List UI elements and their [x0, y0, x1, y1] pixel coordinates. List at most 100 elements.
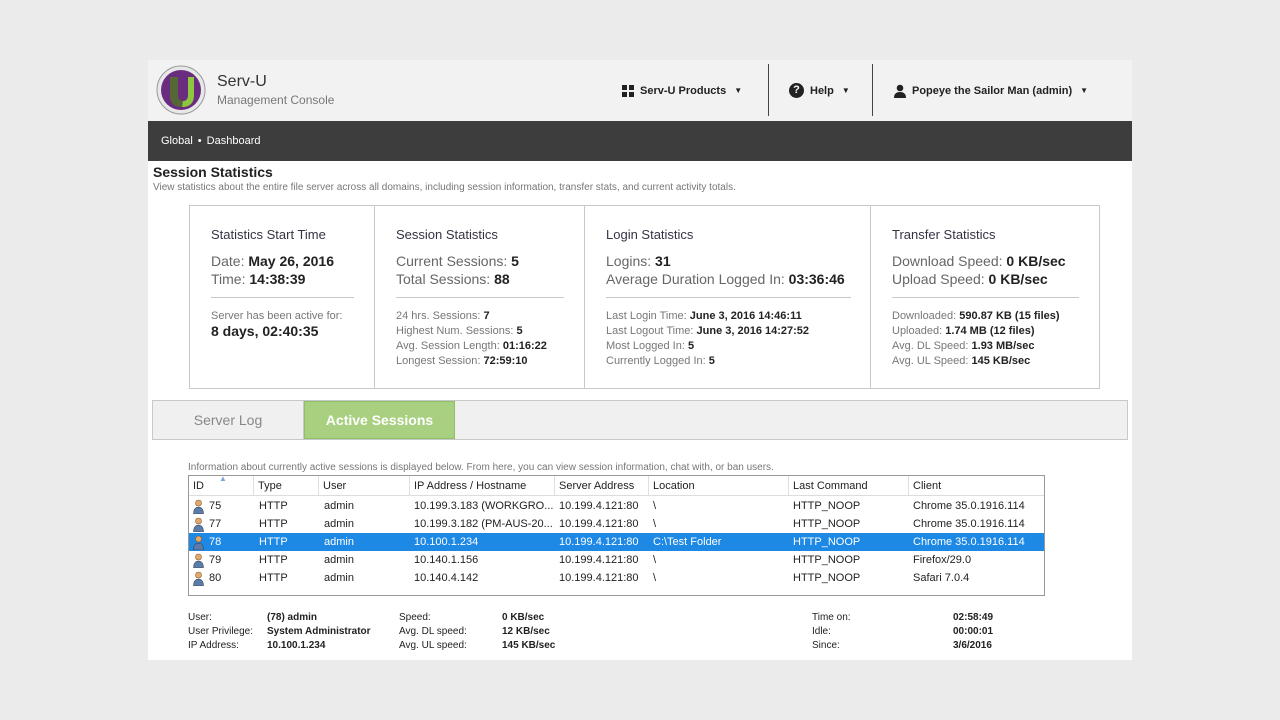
cell-text: HTTP_NOOP — [793, 500, 861, 512]
sort-asc-icon: ▲ — [219, 476, 227, 483]
cell-location: \ — [649, 497, 789, 515]
column-server-address[interactable]: Server Address — [555, 476, 649, 495]
transfer-detail: Downloaded: 590.87 KB (15 files) — [892, 310, 1060, 322]
divider — [396, 297, 564, 298]
cell-server: 10.199.4.121:80 — [555, 497, 649, 515]
cell-text: \ — [653, 518, 657, 530]
login-detail: Last Login Time: June 3, 2016 14:46:11 — [606, 310, 802, 322]
table-row[interactable]: 80 HTTP admin 10.140.4.142 10.199.4.121:80 \ H… — [189, 569, 1044, 587]
login-detail: Currently Logged In: 5 — [606, 355, 715, 367]
column-user[interactable]: User — [319, 476, 410, 495]
cell-text: HTTP — [259, 500, 288, 512]
cell-id: 75 — [189, 497, 254, 515]
cell-client: Firefox/29.0 — [909, 551, 1044, 569]
cell-user: admin — [319, 551, 410, 569]
cell-text: HTTP — [259, 536, 288, 548]
app-title: Serv-U — [217, 73, 267, 90]
cell-text: HTTP — [259, 554, 288, 566]
current-sessions: Current Sessions: 5 — [396, 253, 519, 269]
detail-priv-value: System Administrator — [267, 626, 371, 637]
table-row[interactable]: 78 HTTP admin 10.100.1.234 10.199.4.121:80 C:… — [189, 533, 1044, 551]
table-header: ID ▲ Type User IP Address / Hostname Ser… — [189, 476, 1044, 496]
stats-session: Session Statistics Current Sessions: 5 T… — [375, 206, 585, 388]
cell-text: HTTP_NOOP — [793, 518, 861, 530]
column-location[interactable]: Location — [649, 476, 789, 495]
cell-text: admin — [324, 554, 354, 566]
cell-type: HTTP — [254, 569, 319, 587]
cell-server: 10.199.4.121:80 — [555, 533, 649, 551]
column-ip[interactable]: IP Address / Hostname — [410, 476, 555, 495]
table-row[interactable]: 77 HTTP admin 10.199.3.182 (PM-AUS-20... 10.… — [189, 515, 1044, 533]
cell-text: Chrome 35.0.1916.114 — [913, 518, 1025, 530]
detail-avgdl-value: 12 KB/sec — [502, 626, 550, 637]
table-row[interactable]: 79 HTTP admin 10.140.1.156 10.199.4.121:80 \ H… — [189, 551, 1044, 569]
start-date: Date: May 26, 2016 — [211, 253, 334, 269]
detail-user-value: (78) admin — [267, 612, 318, 623]
cell-text: HTTP — [259, 572, 288, 584]
cell-id: 80 — [189, 569, 254, 587]
login-detail: Last Logout Time: June 3, 2016 14:27:52 — [606, 325, 810, 337]
cell-text: 10.199.4.121:80 — [559, 518, 639, 530]
table-row[interactable]: 75 HTTP admin 10.199.3.183 (WORKGRO... 10.19… — [189, 497, 1044, 515]
logins: Logins: 31 — [606, 253, 671, 269]
cell-type: HTTP — [254, 515, 319, 533]
total-sessions: Total Sessions: 88 — [396, 271, 510, 287]
stats-transfer: Transfer Statistics Download Speed: 0 KB… — [871, 206, 1099, 388]
cell-user: admin — [319, 533, 410, 551]
cell-location: \ — [649, 551, 789, 569]
divider — [211, 297, 354, 298]
tab-server-log[interactable]: Server Log — [153, 401, 304, 439]
stats-login: Login Statistics Logins: 31 Average Dura… — [585, 206, 871, 388]
detail-timeon-value: 02:58:49 — [953, 612, 994, 623]
column-client[interactable]: Client — [913, 479, 942, 492]
session-detail: Avg. Session Length: 01:16:22 — [396, 340, 547, 352]
cell-user: admin — [319, 569, 410, 587]
cell-text: HTTP — [259, 518, 288, 530]
help-menu[interactable]: ? Help ▼ — [789, 60, 850, 121]
cell-text: C:\Test Folder — [653, 536, 722, 548]
cell-text: 79 — [209, 554, 222, 566]
cell-text: admin — [324, 500, 354, 512]
detail-speed-value: 0 KB/sec — [502, 612, 545, 623]
divider — [606, 297, 851, 298]
cell-text: 75 — [209, 500, 222, 512]
cell-text: 78 — [209, 536, 222, 548]
cell-id: 79 — [189, 551, 254, 569]
cell-text: 10.140.4.142 — [414, 572, 479, 584]
cell-location: C:\Test Folder — [649, 533, 789, 551]
help-label: Help — [810, 84, 834, 97]
cell-type: HTTP — [254, 551, 319, 569]
breadcrumb-item-dashboard[interactable]: Dashboard — [206, 135, 261, 147]
tab-active-sessions[interactable]: Active Sessions — [304, 401, 455, 439]
cell-user: admin — [319, 497, 410, 515]
serv-u-products-menu[interactable]: Serv-U Products ▼ — [622, 60, 742, 121]
column-last-command[interactable]: Last Command — [789, 476, 909, 495]
transfer-detail: Avg. DL Speed: 1.93 MB/sec — [892, 340, 1035, 352]
cell-text: admin — [324, 518, 354, 530]
caret-down-icon: ▼ — [1080, 86, 1089, 95]
column-id[interactable]: ID ▲ — [189, 476, 254, 495]
detail-idle-value: 00:00:01 — [953, 626, 994, 637]
cell-text: 10.199.4.121:80 — [559, 500, 639, 512]
breadcrumb-item-global[interactable]: Global — [161, 135, 193, 147]
cell-id: 77 — [189, 515, 254, 533]
user-menu[interactable]: Popeye the Sailor Man (admin) ▼ — [893, 60, 1088, 121]
user-label: Popeye the Sailor Man (admin) — [912, 84, 1073, 97]
column-type[interactable]: Type — [254, 476, 319, 495]
sessions-info: Information about currently active sessi… — [188, 462, 774, 473]
stats-start-title: Statistics Start Time — [211, 227, 326, 242]
cell-client: Chrome 35.0.1916.114 — [909, 497, 1044, 515]
detail-ip-label: IP Address: — [188, 640, 239, 651]
sessions-table: ID ▲ Type User IP Address / Hostname Ser… — [188, 475, 1045, 596]
transfer-detail: Uploaded: 1.74 MB (12 files) — [892, 325, 1035, 337]
cell-text: HTTP_NOOP — [793, 572, 861, 584]
cell-ip: 10.140.1.156 — [410, 551, 555, 569]
caret-down-icon: ▼ — [841, 86, 850, 95]
cell-type: HTTP — [254, 497, 319, 515]
detail-user-label: User: — [188, 612, 212, 623]
cell-location: \ — [649, 515, 789, 533]
detail-priv-label: User Privilege: — [188, 626, 254, 637]
active-label: Server has been active for: — [211, 310, 343, 322]
cell-command: HTTP_NOOP — [789, 497, 909, 515]
cell-text: 10.199.4.121:80 — [559, 554, 639, 566]
